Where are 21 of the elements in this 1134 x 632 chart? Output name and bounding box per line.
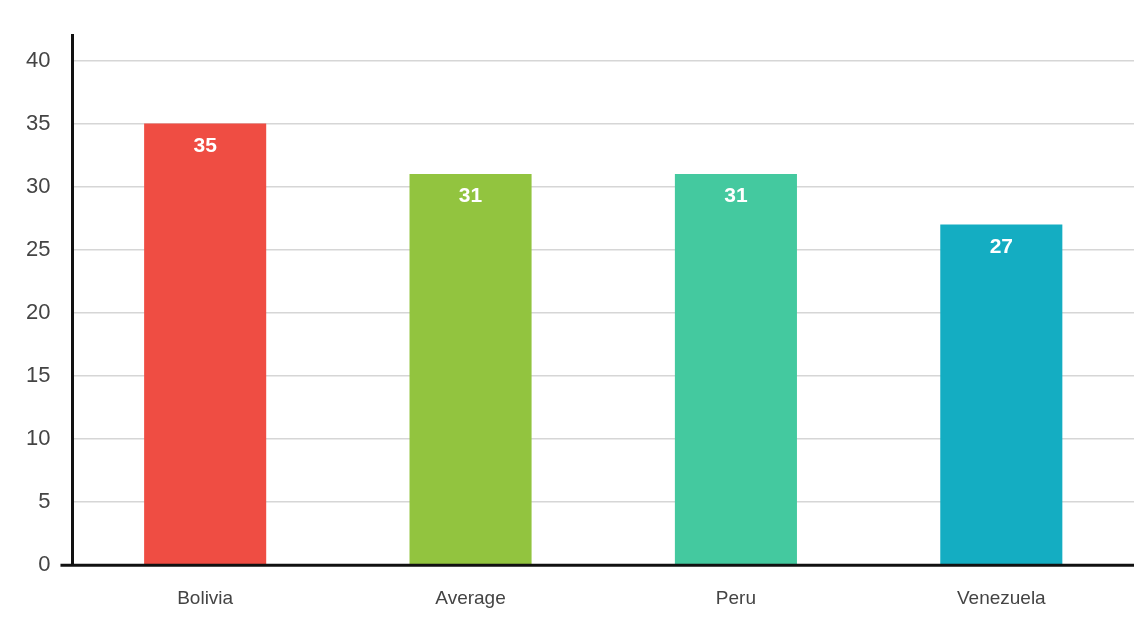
y-tick-label: 0: [38, 551, 51, 577]
bar: [144, 123, 267, 565]
x-tick-label: Peru: [715, 586, 756, 608]
data-label: 31: [724, 183, 748, 207]
y-tick-label: 35: [25, 109, 51, 135]
bar: [409, 174, 532, 565]
x-tick-label: Venezuela: [956, 586, 1047, 608]
y-tick-label: 25: [25, 235, 51, 261]
y-tick-label: 20: [25, 298, 51, 324]
x-tick-label: Bolivia: [177, 586, 234, 608]
y-tick-label: 5: [38, 488, 51, 514]
y-tick-label: 15: [25, 361, 51, 387]
x-tick-label: Average: [435, 586, 506, 608]
data-label: 27: [989, 233, 1013, 257]
bar: [940, 224, 1063, 565]
bar: [674, 174, 797, 565]
data-label: 35: [193, 132, 218, 156]
y-tick-label: 10: [25, 425, 51, 451]
y-tick-label: 30: [25, 172, 51, 198]
data-label: 31: [458, 183, 483, 207]
y-tick-label: 40: [25, 46, 51, 72]
